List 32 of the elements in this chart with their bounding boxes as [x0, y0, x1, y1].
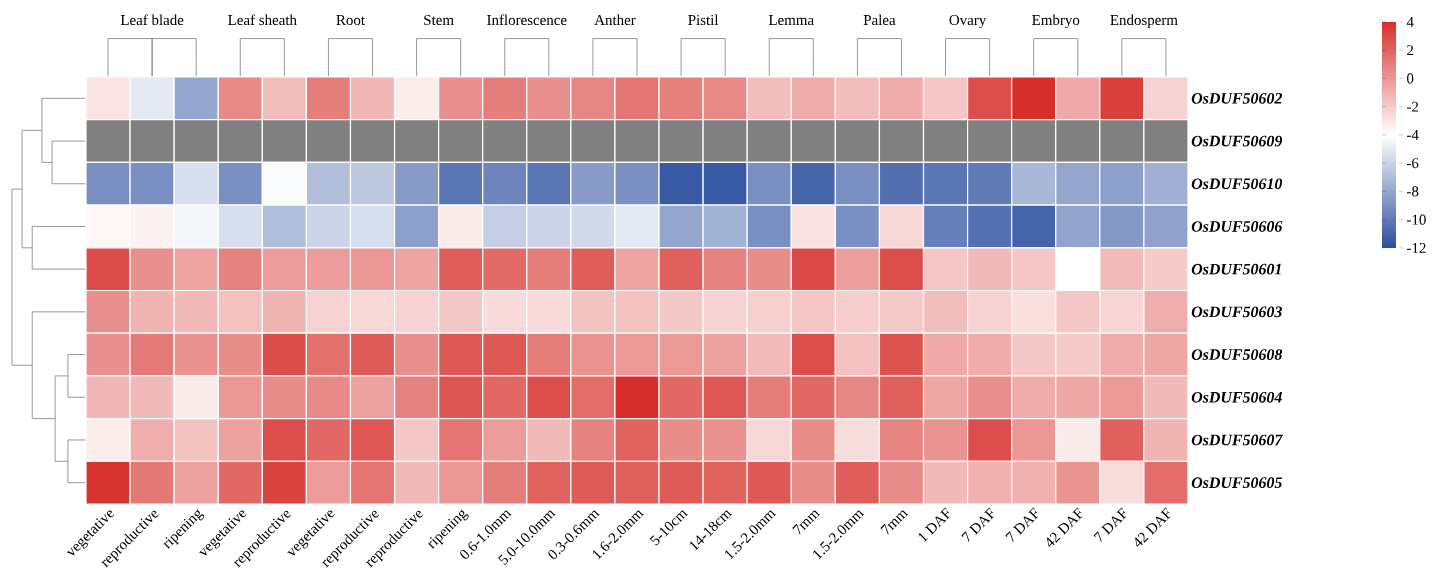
y-tick-label: OsDUF50602	[1191, 92, 1283, 104]
text: Pistil	[688, 14, 719, 26]
y-tick-label: OsDUF50605	[1191, 477, 1282, 489]
text: Lemma	[768, 15, 814, 26]
text: Palea	[863, 14, 896, 26]
color-bar-label: -2	[1407, 101, 1419, 112]
y-tick-label: OsDUF50610	[1191, 178, 1283, 190]
text: Leaf sheath	[228, 14, 297, 26]
y-tick-label: OsDUF50603	[1191, 306, 1282, 318]
color-bar-label: -10	[1407, 214, 1426, 225]
text: Anther	[594, 14, 636, 26]
text: Ovary	[949, 15, 987, 29]
y-tick-label: OsDUF50604	[1191, 391, 1282, 403]
color-bar-label: -6	[1407, 158, 1419, 169]
text: Leaf blade	[120, 14, 184, 26]
y-tick-label: OsDUF50608	[1191, 349, 1283, 360]
color-bar-label: -4	[1407, 130, 1419, 140]
y-tick-label: OsDUF50601	[1191, 263, 1281, 275]
text: Stem	[424, 15, 454, 26]
text: Root	[336, 15, 365, 26]
text: Endosperm	[1110, 14, 1178, 29]
y-tick-label: OsDUF50607	[1191, 434, 1283, 446]
text: Inflorescence	[487, 14, 567, 26]
x-tick-label: 7mm	[880, 510, 909, 535]
color-bar-label: 2	[1407, 45, 1414, 56]
y-tick-label: OsDUF50606	[1191, 221, 1283, 232]
color-bar-label: -8	[1407, 186, 1419, 197]
color-bar-label: -12	[1407, 242, 1426, 253]
color-bar-label: 0	[1407, 73, 1414, 84]
y-tick-label: OsDUF50609	[1191, 135, 1283, 147]
color-bar-label: 4	[1406, 17, 1414, 27]
text: Embryo	[1032, 14, 1080, 29]
